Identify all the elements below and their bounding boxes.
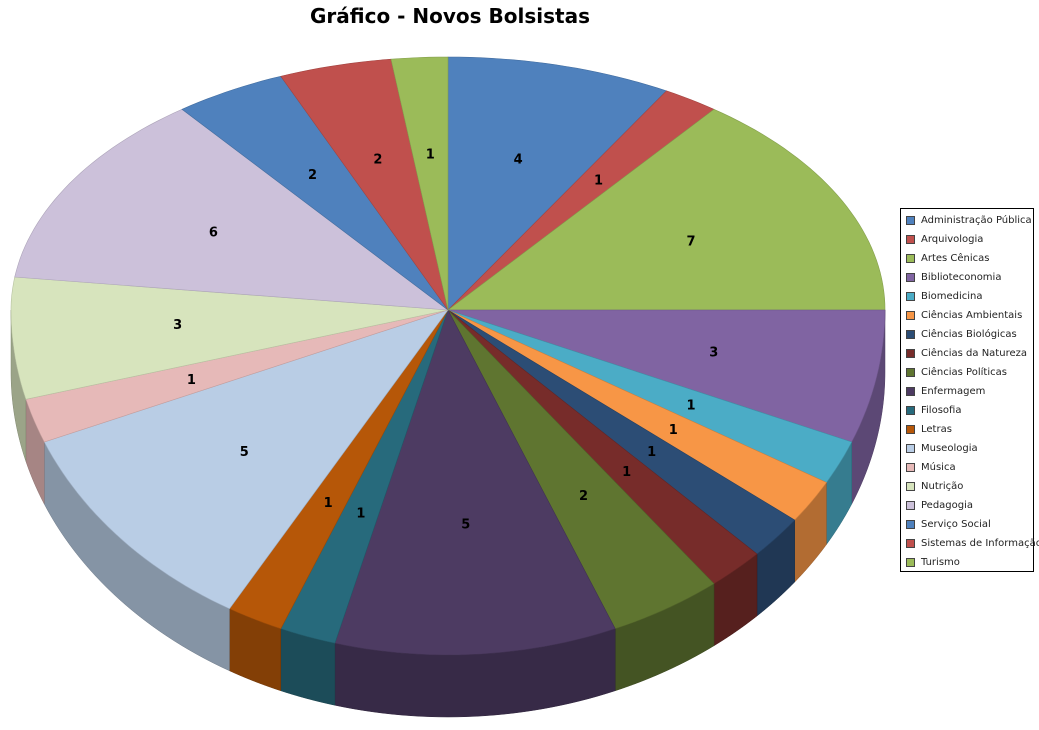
legend-swatch (906, 501, 915, 510)
data-label: 2 (373, 152, 382, 167)
data-label: 5 (461, 517, 470, 532)
legend-item: Letras (906, 420, 1033, 439)
legend-item: Ciências Biológicas (906, 325, 1033, 344)
legend-label: Nutrição (921, 481, 964, 492)
pie-slice (447, 309, 853, 483)
pie-slice (334, 309, 616, 656)
pie-slice (447, 108, 886, 311)
legend-swatch (906, 273, 915, 282)
pie-slice (447, 309, 715, 630)
legend-label: Biomedicina (921, 291, 983, 302)
data-label: 1 (187, 373, 196, 388)
legend-label: Artes Cênicas (921, 253, 990, 264)
legend-label: Ciências da Natureza (921, 348, 1027, 359)
pie-slice (229, 309, 449, 630)
pie-slice (280, 58, 449, 311)
pie-slice (25, 309, 449, 443)
legend-swatch (906, 425, 915, 434)
legend-label: Administração Pública (921, 215, 1032, 226)
legend-item: Artes Cênicas (906, 249, 1033, 268)
data-label: 1 (594, 174, 603, 189)
legend-swatch (906, 216, 915, 225)
pie-slice (447, 309, 758, 585)
legend-item: Filosofia (906, 401, 1033, 420)
pie-slice (447, 309, 886, 443)
legend-swatch (906, 311, 915, 320)
legend-label: Biblioteconomia (921, 272, 1002, 283)
legend-swatch (906, 292, 915, 301)
legend-label: Filosofia (921, 405, 962, 416)
data-label: 1 (622, 465, 631, 480)
data-label: 1 (426, 147, 435, 162)
data-label: 6 (209, 226, 218, 241)
data-label: 4 (514, 152, 523, 167)
legend-label: Ciências Biológicas (921, 329, 1017, 340)
legend-item: Enfermagem (906, 382, 1033, 401)
legend-item: Música (906, 458, 1033, 477)
data-label: 1 (356, 507, 365, 522)
legend-item: Pedagogia (906, 496, 1033, 515)
legend-label: Museologia (921, 443, 978, 454)
legend-item: Ciências Ambientais (906, 306, 1033, 325)
legend-label: Ciências Ambientais (921, 310, 1023, 321)
legend-item: Nutrição (906, 477, 1033, 496)
legend-swatch (906, 539, 915, 548)
legend-label: Música (921, 462, 956, 473)
legend-item: Administração Pública (906, 211, 1033, 230)
legend-label: Arquivologia (921, 234, 984, 245)
data-label: 5 (240, 445, 249, 460)
data-label: 1 (647, 445, 656, 460)
data-label: 1 (669, 423, 678, 438)
legend-item: Sistemas de Informação (906, 534, 1039, 553)
legend-item: Biblioteconomia (906, 268, 1033, 287)
legend-item: Ciências da Natureza (906, 344, 1033, 363)
pie-slice (447, 56, 668, 311)
legend-swatch (906, 463, 915, 472)
chart-title: Gráfico - Novos Bolsistas (309, 4, 590, 28)
legend-swatch (906, 254, 915, 263)
pie-slice (447, 90, 715, 311)
legend-swatch (906, 406, 915, 415)
pie-slice (181, 75, 449, 311)
legend-label: Turismo (921, 557, 960, 568)
legend-swatch (906, 520, 915, 529)
legend-label: Enfermagem (921, 386, 986, 397)
legend-swatch (906, 235, 915, 244)
pie-slice (447, 309, 796, 555)
legend-swatch (906, 444, 915, 453)
legend-label: Pedagogia (921, 500, 974, 511)
data-label: 3 (709, 346, 718, 361)
legend-item: Biomedicina (906, 287, 1033, 306)
data-label: 2 (579, 489, 588, 504)
legend-swatch (906, 368, 915, 377)
legend-label: Ciências Políticas (921, 367, 1007, 378)
data-label: 3 (173, 318, 182, 333)
legend-item: Serviço Social (906, 515, 1033, 534)
data-label: 1 (686, 399, 695, 414)
pie-slice (390, 56, 449, 311)
legend-swatch (906, 387, 915, 396)
data-label: 2 (308, 168, 317, 183)
legend-item: Turismo (906, 553, 1033, 572)
data-label: 7 (686, 235, 695, 250)
legend-label: Serviço Social (921, 519, 991, 530)
pie-slice (280, 309, 449, 644)
legend-swatch (906, 349, 915, 358)
legend-swatch (906, 558, 915, 567)
legend-item: Museologia (906, 439, 1033, 458)
pie-slice (447, 309, 827, 521)
legend-label: Letras (921, 424, 952, 435)
legend: Administração Pública Arquivologia Artes C… (900, 208, 1039, 572)
legend-item: Arquivologia (906, 230, 1033, 249)
legend-swatch (906, 482, 915, 491)
legend-swatch (906, 330, 915, 339)
legend-label: Sistemas de Informação (921, 538, 1039, 549)
legend-item: Ciências Políticas (906, 363, 1033, 382)
pie-slice (43, 309, 449, 610)
pie-slice (10, 276, 449, 400)
pie-slice (14, 108, 449, 311)
data-label: 1 (324, 496, 333, 511)
